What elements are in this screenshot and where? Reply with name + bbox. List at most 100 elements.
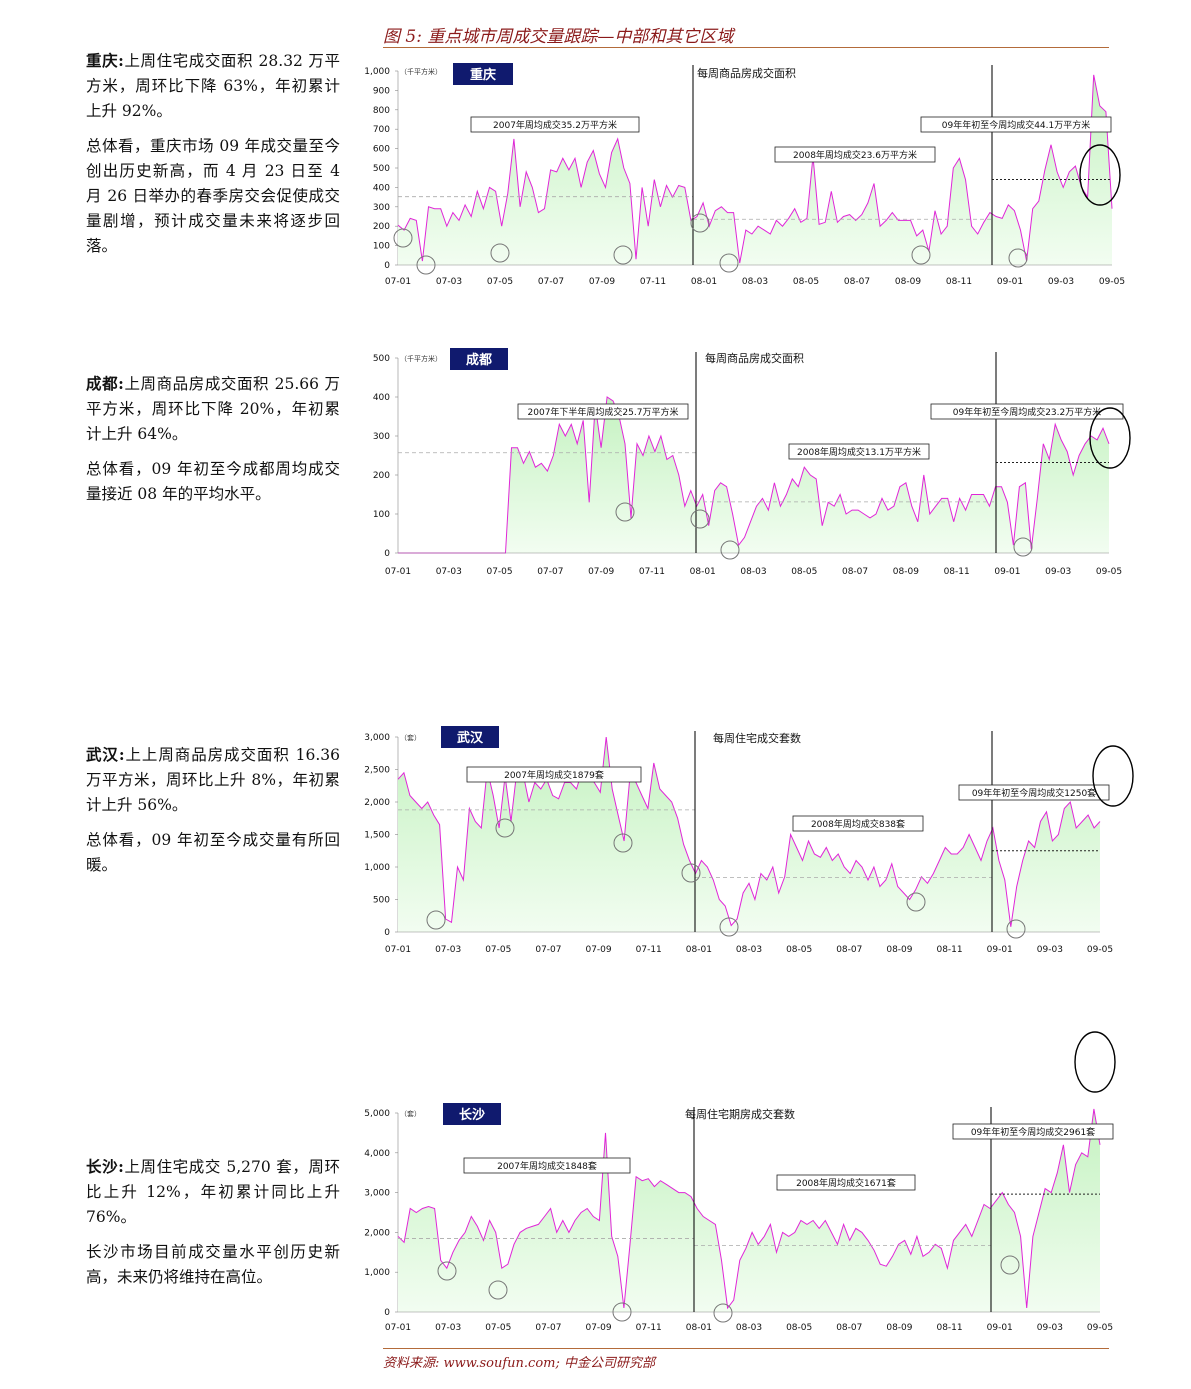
city-badge xyxy=(443,1103,501,1125)
annotation-box xyxy=(774,146,936,163)
highlight-circle xyxy=(911,245,931,265)
highlight-circle xyxy=(1089,407,1131,469)
highlight-circle xyxy=(1074,1031,1116,1093)
y-tick-label: 1,000 xyxy=(364,863,390,873)
x-tick-label: 08-01 xyxy=(686,1323,712,1333)
x-tick-label: 07-05 xyxy=(486,567,512,577)
annotation-box xyxy=(463,1157,631,1174)
annotation-box xyxy=(517,403,689,420)
y-tick-label: 1,000 xyxy=(364,1268,390,1278)
x-tick-label: 08-11 xyxy=(946,277,972,287)
x-tick-label: 07-07 xyxy=(535,945,561,955)
x-tick-label: 08-01 xyxy=(686,945,712,955)
annotation-label: 2008年周均成交13.1万平方米 xyxy=(797,446,921,458)
x-tick-label: 07-11 xyxy=(639,567,665,577)
annotation-label: 2007年周均成交1848套 xyxy=(497,1160,597,1172)
x-tick-label: 07-03 xyxy=(436,567,462,577)
x-tick-label: 07-03 xyxy=(435,1323,461,1333)
highlight-circle xyxy=(720,540,740,560)
x-tick-label: 09-03 xyxy=(1045,567,1071,577)
x-tick-label: 08-03 xyxy=(736,1323,762,1333)
title-rule xyxy=(383,47,1109,48)
unit-label: （套） xyxy=(400,1109,421,1118)
metric-label: 每周住宅期房成交套数 xyxy=(685,1107,795,1121)
series-area xyxy=(398,397,1109,553)
series-line xyxy=(397,736,1101,927)
x-tick-label: 07-01 xyxy=(385,945,411,955)
annotation-box xyxy=(466,766,642,783)
annotation-box xyxy=(930,403,1124,420)
y-tick-label: 3,000 xyxy=(364,733,390,743)
x-tick-label: 07-07 xyxy=(538,277,564,287)
figure-title: 图 5: 重点城市周成交量跟踪—中部和其它区域 xyxy=(383,27,734,47)
x-tick-label: 07-01 xyxy=(385,567,411,577)
annotation-label: 2007年周均成交1879套 xyxy=(504,769,604,781)
city-badge-label: 重庆 xyxy=(470,67,496,83)
annotation-label: 2007年下半年周均成交25.7万平方米 xyxy=(528,406,679,418)
unit-label: （套） xyxy=(400,733,421,742)
series-area xyxy=(398,737,1100,932)
x-tick-label: 08-07 xyxy=(836,1323,862,1333)
annotation-label: 2008年周均成交838套 xyxy=(811,818,905,830)
x-tick-label: 09-05 xyxy=(1096,567,1122,577)
annotation-box xyxy=(952,1123,1114,1140)
chart-svg: 0 100 200 300 400 500 600 700 800 900 1,000 07-01 07… xyxy=(364,63,1125,287)
x-tick-label: 07-01 xyxy=(385,277,411,287)
x-tick-label: 08-03 xyxy=(740,567,766,577)
y-tick-label: 400 xyxy=(373,183,390,193)
highlight-circle xyxy=(426,910,446,930)
highlight-circle xyxy=(690,509,710,529)
x-tick-label: 07-03 xyxy=(435,945,461,955)
y-tick-label: 4,000 xyxy=(364,1149,390,1159)
y-tick-label: 500 xyxy=(373,164,390,174)
x-tick-label: 09-05 xyxy=(1087,945,1113,955)
annotation-box xyxy=(470,116,640,133)
y-tick-label: 300 xyxy=(373,432,390,442)
y-tick-label: 2,000 xyxy=(364,798,390,808)
highlight-circle xyxy=(488,1280,508,1300)
city-badge xyxy=(441,726,499,748)
chart-svg: 0 100 200 300 400 500 07-01 07-03 07-05 07-07 07-0… xyxy=(373,348,1131,577)
commentary-text: 长沙市场目前成交量水平创历史新高，未来仍将维持在高位。 xyxy=(86,1243,340,1286)
summary-text: 上周商品房成交面积 25.66 万平方米，周环比下降 20%，年初累计上升 64… xyxy=(86,375,340,443)
highlight-circle xyxy=(906,892,926,912)
chart-changsha: 0 1,000 2,000 3,000 4,000 5,000 07-01 07-03 07-0… xyxy=(355,1031,1125,1343)
highlight-circle xyxy=(613,245,633,265)
highlight-circle xyxy=(1008,248,1028,268)
x-tick-label: 08-03 xyxy=(736,945,762,955)
series-line xyxy=(397,1108,1101,1310)
y-tick-label: 400 xyxy=(373,393,390,403)
x-tick-label: 09-01 xyxy=(997,277,1023,287)
highlight-circle xyxy=(490,243,510,263)
highlight-circle xyxy=(681,863,701,883)
annotation-label: 09年年初至今周均成交44.1万平方米 xyxy=(942,119,1091,131)
y-tick-label: 0 xyxy=(384,549,390,559)
text-block-changsha: 长沙:上周住宅成交 5,270 套，周环比上升 12%，年初累计同比上升 76%… xyxy=(86,1154,340,1300)
highlight-circle xyxy=(416,255,436,275)
commentary-text: 总体看，重庆市场 09 年成交量至今创出历史新高，而 4 月 23 日至 4 月… xyxy=(86,137,340,255)
annotation-label: 2007年周均成交35.2万平方米 xyxy=(493,119,617,131)
highlight-circle xyxy=(437,1261,457,1281)
x-tick-label: 07-11 xyxy=(640,277,666,287)
chart-wuhan: 0 500 1,000 1,500 2,000 2,500 3,000 07-01 07-03 0… xyxy=(355,722,1134,967)
city-label: 长沙: xyxy=(86,1157,124,1176)
y-tick-label: 100 xyxy=(373,510,390,520)
x-tick-label: 08-07 xyxy=(842,567,868,577)
highlight-circle xyxy=(615,502,635,522)
metric-label: 每周商品房成交面积 xyxy=(705,351,804,365)
x-tick-label: 08-07 xyxy=(836,945,862,955)
text-block-chongqing: 重庆:上周住宅成交面积 28.32 万平方米，周环比下降 63%，年初累计上升 … xyxy=(86,48,340,269)
city-badge xyxy=(450,348,508,370)
x-tick-label: 07-07 xyxy=(537,567,563,577)
y-tick-label: 200 xyxy=(373,471,390,481)
summary-text: 上周住宅成交 5,270 套，周环比上升 12%，年初累计同比上升 76%。 xyxy=(86,1158,340,1226)
highlight-circle xyxy=(1006,919,1026,939)
chart-chengdu: 0 100 200 300 400 500 07-01 07-03 07-05 07-07 07-0… xyxy=(355,342,1131,587)
annotation-label: 09年年初至今周均成交1250套 xyxy=(972,787,1096,799)
x-tick-label: 08-05 xyxy=(791,567,817,577)
city-badge-label: 长沙 xyxy=(459,1107,485,1123)
y-tick-label: 3,000 xyxy=(364,1189,390,1199)
x-tick-label: 08-05 xyxy=(786,945,812,955)
commentary-text: 总体看，09 年初至今成都周均成交量接近 08 年的平均水平。 xyxy=(86,460,340,503)
x-tick-label: 08-11 xyxy=(936,945,962,955)
